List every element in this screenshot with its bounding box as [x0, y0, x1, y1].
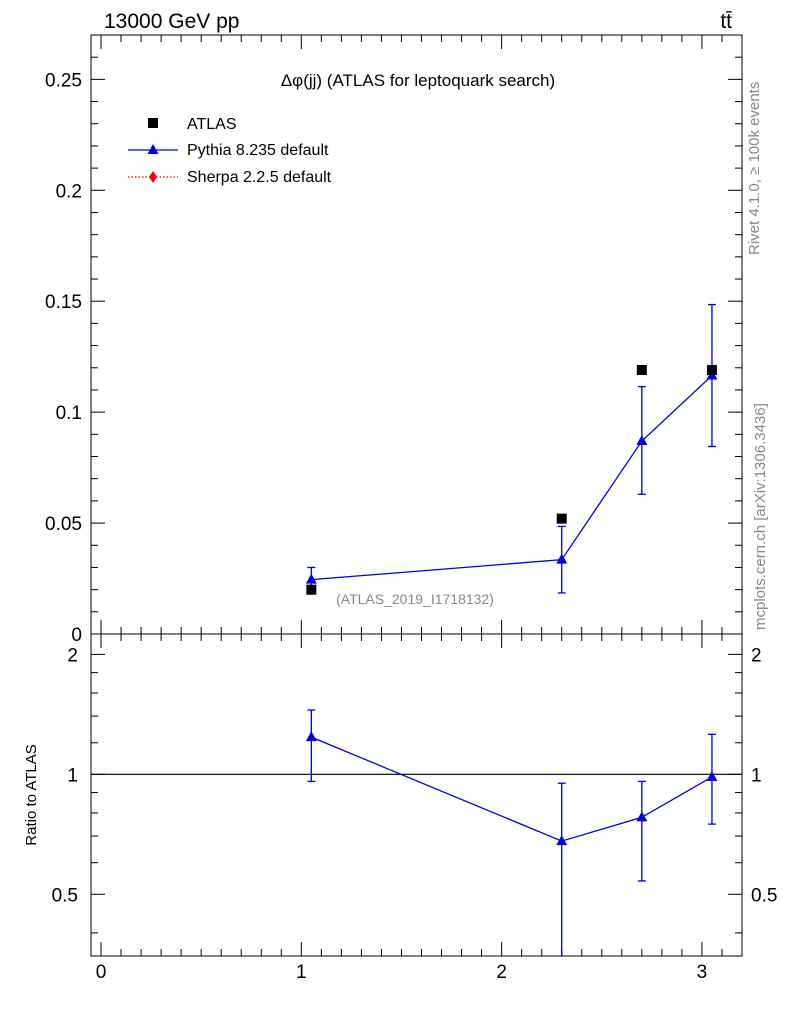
rivet-label: Rivet 4.1.0, ≥ 100k events [746, 82, 763, 255]
ratio-plot-frame [90, 633, 743, 957]
pythia-main-point [556, 553, 568, 564]
pythia-main-point [305, 573, 317, 584]
main-ytick-label: 0.2 [56, 181, 82, 202]
pythia-ratio-point [706, 770, 718, 781]
main-ytick-label: 0.15 [45, 292, 82, 313]
pythia-ratio-point [556, 835, 568, 846]
legend-sherpa-marker [149, 171, 157, 183]
main-ytick-label: 0.1 [56, 403, 82, 424]
pythia-ratio-point [305, 731, 317, 742]
pythia-ratio-line [311, 736, 713, 842]
main-ytick-label: 0.25 [45, 70, 82, 91]
legend-pythia-marker [147, 144, 159, 154]
atlas-data-point [556, 513, 567, 524]
ratio-ytick-label-right: 1 [751, 765, 762, 786]
ratio-ytick-label-right: 0.5 [751, 885, 777, 906]
main-ytick-label: 0 [71, 625, 82, 646]
ratio-xtick-label: 0 [96, 962, 107, 983]
atlas-data-point [306, 584, 317, 595]
legend-pythia-label: Pythia 8.235 default [187, 142, 329, 159]
ratio-xtick-label: 3 [697, 962, 708, 983]
pythia-main-point [636, 434, 648, 445]
legend-sherpa-label: Sherpa 2.2.5 default [187, 169, 332, 186]
main-ytick-label: 0.05 [45, 514, 82, 535]
atlas-data-point [706, 364, 717, 375]
ratio-xtick-label: 2 [496, 962, 507, 983]
ratio-ytick-label-left: 1 [67, 765, 78, 786]
atlas-data-point [636, 364, 647, 375]
process-label: tt̄ [720, 10, 732, 33]
legend-atlas-label: ATLAS [187, 116, 237, 133]
ratio-ylabel: Ratio to ATLAS [23, 744, 40, 845]
ratio-ytick-label-left: 0.5 [52, 885, 78, 906]
legend-atlas-marker [148, 118, 158, 128]
energy-label: 13000 GeV pp [104, 10, 239, 33]
chart-title: Δφ(jj) (ATLAS for leptoquark search) [281, 71, 555, 90]
pythia-ratio-point [636, 811, 648, 822]
legend: ATLAS Pythia 8.235 default Sherpa 2.2.5 … [128, 116, 332, 186]
mcplots-label: mcplots.cern.ch [arXiv:1306.3436] [752, 403, 769, 630]
pythia-main-line [311, 375, 713, 581]
analysis-id: (ATLAS_2019_I1718132) [336, 591, 494, 607]
ratio-ytick-label-left: 2 [67, 645, 78, 666]
ratio-ytick-label-right: 2 [751, 645, 762, 666]
ratio-xtick-label: 1 [296, 962, 307, 983]
